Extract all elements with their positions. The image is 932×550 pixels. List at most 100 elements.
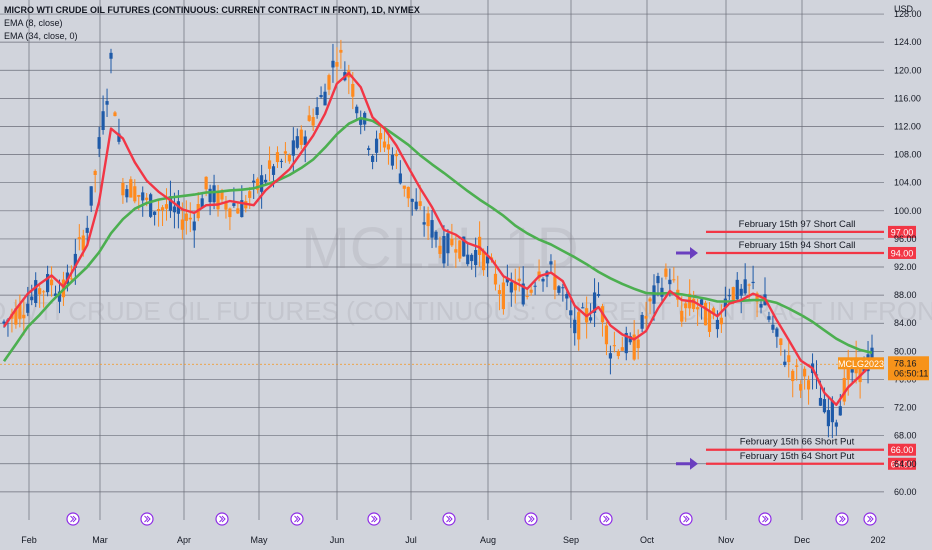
candle-body xyxy=(834,422,838,427)
candle-body xyxy=(283,151,288,154)
candle-body xyxy=(394,153,398,157)
event-icon-glyph xyxy=(762,515,769,523)
legend-ema-fast[interactable]: EMA (8, close) xyxy=(4,18,63,28)
arrow-icon xyxy=(676,457,698,470)
candle-body xyxy=(180,219,184,230)
candle-body xyxy=(561,287,565,289)
time-tick-label: 202 xyxy=(870,535,885,545)
candle-body xyxy=(160,207,165,211)
candle-body xyxy=(42,291,46,293)
candle-body xyxy=(450,238,454,246)
event-icon-glyph xyxy=(294,515,301,523)
candle-body xyxy=(22,314,26,319)
candle-body xyxy=(216,190,220,210)
candle-body xyxy=(200,198,204,208)
candle-body xyxy=(707,310,712,332)
candle-body xyxy=(125,189,129,198)
candle-body xyxy=(822,399,827,413)
candle-body xyxy=(156,208,161,211)
candle-body xyxy=(168,196,173,211)
event-icon-glyph xyxy=(603,515,610,523)
candle-body xyxy=(474,250,478,266)
candle-body xyxy=(735,279,739,300)
candle-body xyxy=(608,353,613,359)
candle-body xyxy=(779,338,783,346)
candle-body xyxy=(588,317,593,321)
candle-body xyxy=(371,155,375,162)
time-tick-label: Dec xyxy=(794,535,811,545)
grid xyxy=(0,0,884,520)
candle-body xyxy=(418,201,422,206)
candle-body xyxy=(133,186,137,202)
candle-body xyxy=(727,295,731,297)
candle-body xyxy=(521,283,525,305)
candle-body xyxy=(818,397,823,406)
price-tick-label: 64.00 xyxy=(894,459,917,469)
symbol-tag-text: MCLG2023 xyxy=(838,359,884,369)
candle-body xyxy=(426,213,430,227)
event-markers xyxy=(66,512,877,526)
candle-body xyxy=(577,312,581,340)
candle-body xyxy=(145,197,149,200)
candle-body xyxy=(604,325,609,345)
event-icon-glyph xyxy=(446,515,453,523)
candle-body xyxy=(703,302,708,326)
candle-body xyxy=(339,49,343,53)
annotation-price-text: 64.00 xyxy=(891,459,914,469)
annotation-price-tag xyxy=(888,457,916,470)
candle-body xyxy=(478,236,482,255)
legend-ema-slow[interactable]: EMA (34, close, 0) xyxy=(4,31,78,41)
candle-body xyxy=(327,75,331,90)
candle-body xyxy=(525,296,529,298)
arrow-icon xyxy=(676,246,698,259)
ema-fast-line xyxy=(3,71,873,406)
candle-body xyxy=(378,133,383,140)
candle-body xyxy=(374,138,379,153)
candle-body xyxy=(715,319,720,330)
candle-body xyxy=(291,140,295,156)
candle-body xyxy=(775,328,779,337)
candle-body xyxy=(747,284,751,286)
candle-body xyxy=(49,279,54,286)
candle-body xyxy=(624,332,628,354)
candle-body xyxy=(743,279,747,294)
candle-body xyxy=(18,304,22,319)
time-tick-label: Oct xyxy=(640,535,655,545)
price-tick-label: 116.00 xyxy=(894,93,921,103)
candle-body xyxy=(26,303,30,313)
time-tick-label: May xyxy=(250,535,268,545)
candle-body xyxy=(644,315,648,319)
candle-body xyxy=(30,296,34,301)
price-tick-label: 120.00 xyxy=(894,65,922,75)
candle-body xyxy=(236,208,240,214)
ema-lines xyxy=(2,71,873,406)
candle-body xyxy=(164,204,169,209)
candle-body xyxy=(224,203,228,210)
candle-body xyxy=(434,231,438,240)
candle-body xyxy=(319,95,323,98)
event-icon-glyph xyxy=(371,515,378,523)
candle-body xyxy=(581,307,585,309)
candle-body xyxy=(109,52,113,59)
candle-body xyxy=(541,278,545,282)
candle-body xyxy=(870,347,874,363)
candle-body xyxy=(739,288,743,296)
candle-body xyxy=(172,206,177,213)
time-axis[interactable]: Feb Mar Apr May Jun Jul Aug Sep Oct Nov Dec 202 xyxy=(21,535,885,545)
candle-body xyxy=(335,62,339,67)
candle-body xyxy=(656,276,660,284)
candle-body xyxy=(184,213,188,221)
candle-body xyxy=(438,245,442,254)
candle-body xyxy=(517,278,521,282)
candle-body xyxy=(719,317,723,325)
candle-body xyxy=(45,274,50,293)
price-axis[interactable]: 60.0064.0068.0072.0076.0080.0084.0088.00… xyxy=(894,4,922,497)
candle-body xyxy=(406,186,410,199)
candle-body xyxy=(462,236,466,257)
annotation-price-tag xyxy=(888,225,916,238)
candle-body xyxy=(248,191,252,198)
